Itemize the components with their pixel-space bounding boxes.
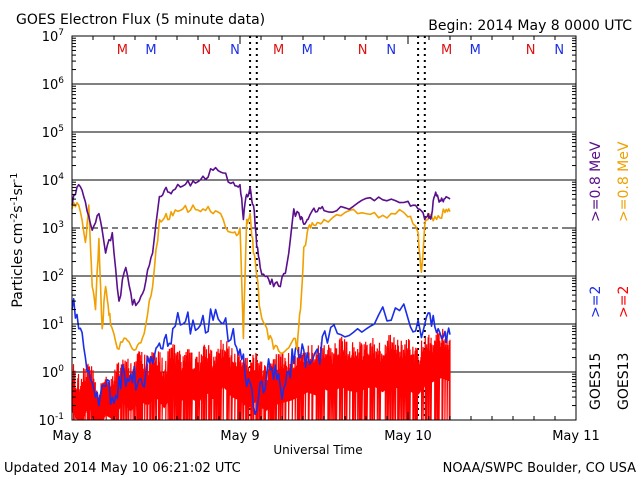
series-layer bbox=[71, 166, 451, 421]
legend-label: >=2 bbox=[588, 286, 604, 318]
x-axis-label: Universal Time bbox=[273, 443, 362, 457]
updated-timestamp: Updated 2014 May 10 06:21:02 UTC bbox=[4, 461, 241, 476]
x-tick-label: May 10 bbox=[384, 429, 432, 444]
day-marker: M bbox=[273, 43, 284, 58]
day-marker: M bbox=[470, 43, 481, 58]
legend-label: >=2 bbox=[616, 286, 632, 318]
series-line-goes15_08 bbox=[71, 166, 451, 307]
x-tick-label: May 8 bbox=[52, 429, 91, 444]
right-legend: >=0.8 MeV >=0.8 MeV >=2 >=2 GOES15 GOES13 bbox=[588, 141, 632, 410]
legend-label: >=0.8 MeV bbox=[616, 141, 632, 222]
day-marker: N bbox=[386, 43, 396, 58]
plot-frame bbox=[71, 35, 577, 421]
day-marker: M bbox=[302, 43, 313, 58]
day-marker: N bbox=[526, 43, 536, 58]
series-line-goes13_08 bbox=[71, 201, 451, 355]
day-marker: N bbox=[202, 43, 212, 58]
series-line-goes15_2 bbox=[71, 297, 451, 416]
day-marker: N bbox=[358, 43, 368, 58]
legend-label: GOES15 bbox=[588, 353, 604, 410]
legend-label: >=0.8 MeV bbox=[588, 141, 604, 222]
series-spikes-goes13_2 bbox=[71, 328, 451, 421]
day-marker: M bbox=[145, 43, 156, 58]
legend-label: GOES13 bbox=[616, 353, 632, 410]
chart-title: GOES Electron Flux (5 minute data) bbox=[16, 12, 265, 28]
day-marker: M bbox=[441, 43, 452, 58]
begin-date: Begin: 2014 May 8 0000 UTC bbox=[428, 18, 632, 34]
credit-text: NOAA/SWPC Boulder, CO USA bbox=[443, 461, 636, 476]
day-marker: N bbox=[230, 43, 240, 58]
x-tick-label: May 11 bbox=[552, 429, 600, 444]
x-tick-label: May 9 bbox=[220, 429, 259, 444]
y-axis-label: Particles cm-2s-1sr-1 bbox=[9, 172, 26, 307]
day-marker: M bbox=[117, 43, 128, 58]
day-marker: N bbox=[554, 43, 564, 58]
